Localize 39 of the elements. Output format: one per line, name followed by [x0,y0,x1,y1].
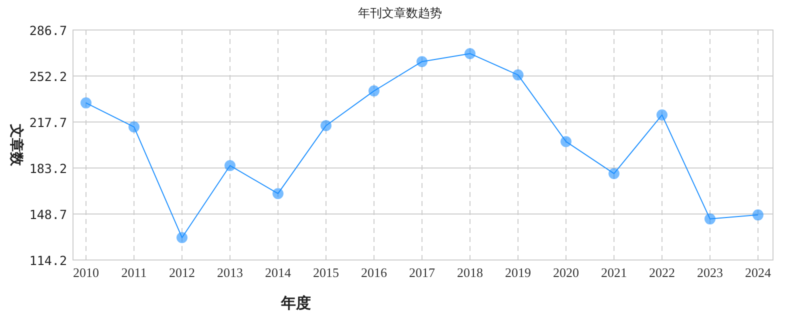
point [416,56,428,68]
point [704,213,716,224]
y-tick-label: 286.7 [29,23,67,38]
point [320,120,332,132]
y-tick-label: 114.2 [29,253,67,268]
x-tick-label: 2023 [697,265,723,280]
point [176,232,188,244]
x-tick-label: 2022 [649,265,675,280]
point [752,209,764,220]
point [272,188,284,200]
point [128,121,140,132]
y-axis-title: 文章数 [8,123,25,167]
point [608,168,620,180]
x-tick-label: 2017 [409,265,436,280]
y-tick-label: 183.2 [29,161,67,176]
chart-title: 年刊文章数趋势 [358,6,442,20]
x-tick-label: 2012 [169,265,195,280]
point [80,97,92,108]
x-tick-label: 2020 [553,265,579,280]
point [656,109,668,120]
y-tick-label: 252.2 [29,69,67,84]
point [368,85,380,96]
x-tick-label: 2021 [601,265,627,280]
x-tick-label: 2015 [313,265,339,280]
x-axis-title: 年度 [280,294,311,312]
point [224,160,236,172]
x-tick-label: 2011 [121,265,147,280]
x-tick-label: 2024 [745,265,772,280]
point [560,136,572,148]
y-tick-label: 217.7 [29,115,67,130]
x-tick-label: 2010 [73,265,99,280]
x-tick-label: 2019 [505,265,531,280]
x-tick-label: 2013 [217,265,243,280]
x-tick-label: 2014 [265,265,292,280]
point [464,48,476,60]
point [512,69,524,80]
x-tick-label: 2018 [457,265,483,280]
x-tick-label: 2016 [361,265,388,280]
y-tick-label: 148.7 [29,207,67,222]
